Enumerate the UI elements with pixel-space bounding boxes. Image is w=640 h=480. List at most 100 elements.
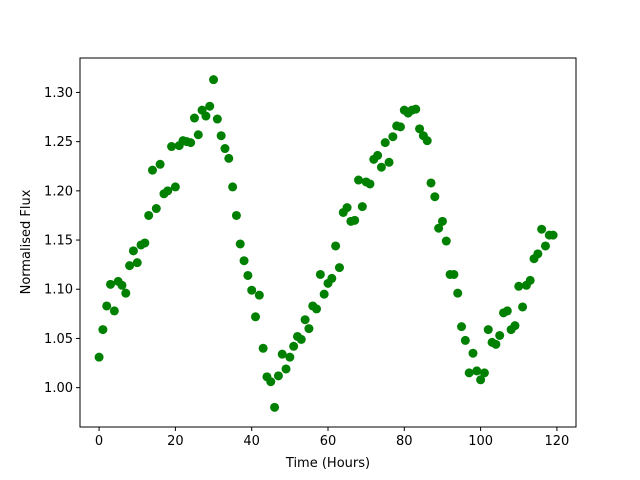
data-point [376,162,386,172]
data-point [483,325,493,335]
data-point [540,241,550,251]
data-point [430,192,440,202]
data-point [327,273,337,283]
data-point [285,352,295,362]
data-point [373,150,383,160]
data-point [331,241,341,251]
y-tick-label: 1.05 [44,332,73,347]
data-point [254,290,264,300]
data-point [479,368,489,378]
y-tick-label: 1.20 [44,184,73,199]
data-point [243,270,253,280]
x-tick-label: 100 [468,434,493,449]
data-point [434,223,444,233]
data-point [422,136,432,146]
data-point [144,210,154,220]
data-point [304,324,314,334]
data-point [228,182,238,192]
data-point [495,330,505,340]
y-tick-label: 1.30 [44,86,73,101]
data-point [289,341,299,351]
data-point [411,104,421,114]
data-point [365,179,375,189]
data-point [209,75,219,85]
data-point [98,325,108,335]
data-point [147,165,157,175]
x-tick-label: 40 [243,434,260,449]
data-point [518,302,528,312]
data-point [342,203,352,213]
data-point [354,175,364,185]
data-point [273,371,283,381]
data-point [296,334,306,344]
data-points [94,75,558,412]
data-point [312,304,322,314]
data-point [357,202,367,212]
data-point [216,131,226,141]
data-point [117,280,127,290]
data-point [464,368,474,378]
data-point [235,239,245,249]
data-point [437,216,447,226]
data-point [224,153,234,163]
data-point [281,364,291,374]
data-point [258,343,268,353]
data-point [441,236,451,246]
y-tick-label: 1.00 [44,381,73,396]
data-point [468,348,478,358]
x-axis-ticks: 0 20 40 60 80 100 120 [95,427,569,449]
data-point [510,321,520,331]
data-point [384,157,394,167]
data-point [525,275,535,285]
data-point [155,159,165,169]
data-point [319,289,329,299]
data-point [537,224,547,234]
data-point [205,101,215,111]
data-point [201,111,211,121]
x-tick-label: 80 [396,434,413,449]
data-point [315,269,325,279]
x-tick-label: 120 [545,434,570,449]
data-point [109,306,119,316]
data-point [170,182,180,192]
data-point [140,238,150,248]
data-point [334,263,344,273]
data-point [128,246,138,256]
data-point [277,349,287,359]
x-axis-label: Time (Hours) [285,456,370,471]
data-point [239,256,249,266]
data-point [106,279,116,289]
data-point [380,138,390,148]
data-point [167,142,177,152]
data-point [460,335,470,345]
data-point [247,285,257,295]
data-point [395,122,405,132]
data-point [102,301,112,311]
data-point [270,402,280,412]
data-point [220,144,230,154]
data-point [94,352,104,362]
data-point [132,258,142,268]
data-point [472,366,482,376]
data-point [457,322,467,332]
data-point [186,138,196,148]
y-axis-label: Normalised Flux [19,189,34,294]
data-point [533,249,543,259]
data-point [231,210,241,220]
y-tick-label: 1.25 [44,135,73,150]
data-point [548,230,558,240]
data-point [151,204,161,214]
data-point [189,113,199,123]
data-point [514,281,524,291]
y-tick-label: 1.15 [44,234,73,249]
data-point [266,377,276,387]
x-tick-label: 60 [320,434,337,449]
data-point [476,375,486,385]
data-point [426,178,436,188]
data-point [491,339,501,349]
data-point [415,124,425,134]
data-point [300,315,310,325]
data-point [453,288,463,298]
